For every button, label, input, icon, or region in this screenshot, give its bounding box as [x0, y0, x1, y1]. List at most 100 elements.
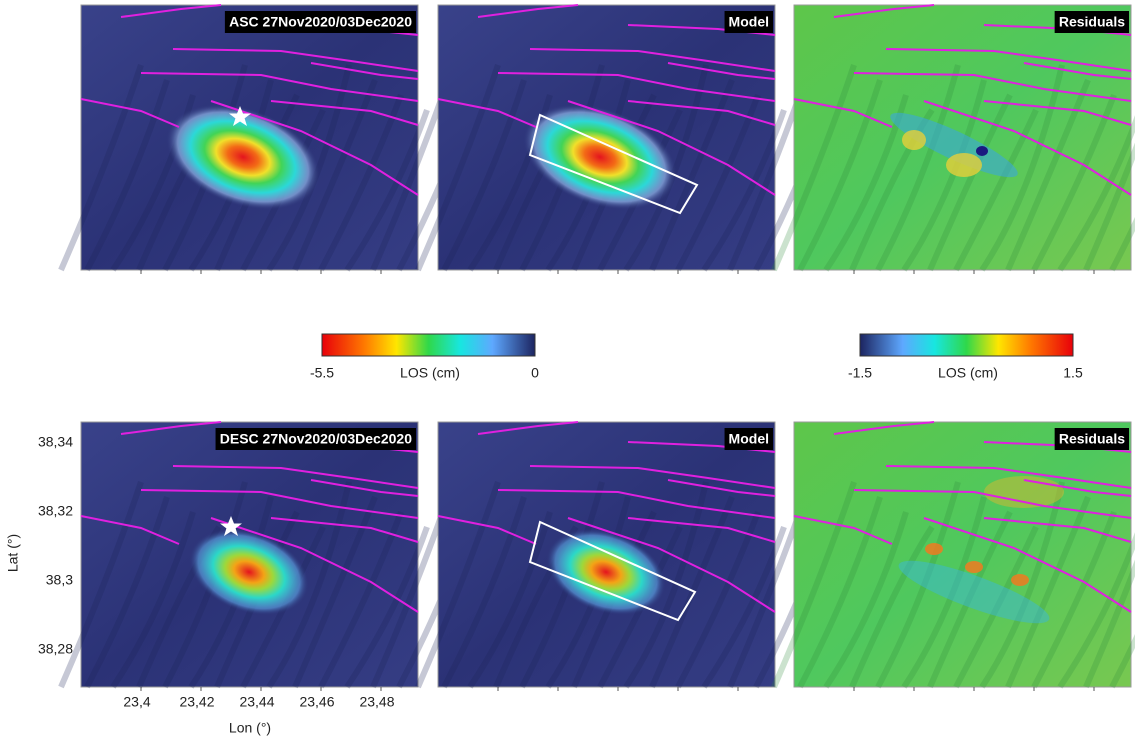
- terrain-shade: [979, 64, 1065, 272]
- fault-model-box: [528, 520, 697, 622]
- y-tick-label: 38,3: [46, 572, 73, 588]
- terrain-shade: [344, 526, 430, 689]
- terrain-shade: [649, 495, 735, 689]
- fault-model-box: [528, 113, 699, 215]
- terrain-shade: [649, 78, 735, 272]
- terrain-shade: [441, 79, 527, 272]
- panel-label: Residuals: [1059, 431, 1125, 447]
- deformation-signal: [546, 528, 666, 616]
- colorbar-max: 1.5: [1063, 365, 1083, 381]
- epicenter-star: [220, 516, 242, 536]
- terrain-shade: [84, 79, 170, 272]
- residual: [1011, 574, 1029, 586]
- panel-label: Model: [729, 14, 769, 30]
- terrain-shade: [1031, 510, 1117, 689]
- x-tick-label: 23,46: [299, 694, 334, 710]
- terrain-shade: [875, 64, 961, 272]
- terrain-shade: [823, 511, 909, 689]
- terrain-shade: [1083, 559, 1135, 689]
- y-tick-label: 38,34: [38, 434, 73, 450]
- terrain-shade: [1109, 634, 1135, 689]
- terrain-shade: [701, 526, 787, 689]
- x-tick-label: 23,44: [239, 694, 274, 710]
- residual: [925, 543, 943, 555]
- colorbar-title: LOS (cm): [938, 365, 998, 381]
- terrain-shade: [1057, 114, 1135, 272]
- colorbar: [859, 333, 1074, 357]
- terrain-shade: [467, 511, 553, 689]
- panel-label-box: [224, 11, 416, 33]
- terrain-shade: [875, 481, 961, 689]
- terrain-shade: [623, 481, 709, 689]
- terrain-shade: [344, 109, 430, 272]
- terrain-shade: [675, 510, 761, 689]
- terrain-shade: [797, 496, 883, 689]
- map-panel: ASC 27Nov2020/03Dec2020: [58, 4, 482, 274]
- residual: [890, 112, 1018, 178]
- panel-label-box: [724, 11, 773, 33]
- terrain-shade: [58, 64, 144, 272]
- y-tick-label: 38,32: [38, 503, 73, 519]
- terrain-shade: [266, 481, 352, 689]
- deformation-signal: [166, 104, 320, 210]
- terrain-shade: [415, 64, 501, 272]
- map-panel: Residuals: [771, 4, 1135, 274]
- terrain-shade: [415, 481, 501, 689]
- terrain-shade: [1031, 93, 1117, 272]
- y-tick-label: 38,28: [38, 641, 73, 657]
- terrain-shade: [901, 496, 987, 689]
- deformation-signal: [189, 528, 309, 616]
- panel-label-box: [215, 428, 416, 450]
- terrain-shade: [675, 93, 761, 272]
- terrain-shade: [1057, 531, 1135, 689]
- residual: [976, 146, 988, 156]
- x-tick-label: 23,4: [123, 694, 150, 710]
- colorbar-title: LOS (cm): [400, 365, 460, 381]
- panel-label: Residuals: [1059, 14, 1125, 30]
- terrain-shade: [1005, 495, 1091, 689]
- residual: [898, 560, 1050, 624]
- x-axis-title: Lon (°): [229, 720, 271, 736]
- terrain-shade: [1109, 217, 1135, 272]
- panel-label-box: [1054, 428, 1129, 450]
- residual: [946, 153, 982, 177]
- terrain-shade: [441, 496, 527, 689]
- terrain-shade: [979, 481, 1065, 689]
- y-axis-title: Lat (°): [5, 534, 21, 572]
- panel-label-box: [724, 428, 773, 450]
- terrain-shade: [901, 79, 987, 272]
- map-panel: Model: [415, 421, 839, 691]
- terrain-shade: [318, 510, 404, 689]
- colorbar-min: -5.5: [310, 365, 334, 381]
- panel-label-box: [1054, 11, 1129, 33]
- map-panel: Residuals: [771, 421, 1135, 691]
- panel-label: DESC 27Nov2020/03Dec2020: [220, 431, 412, 447]
- residual: [902, 130, 926, 150]
- panel-label: Model: [729, 431, 769, 447]
- map-panel: DESC 27Nov2020/03Dec2020: [58, 421, 482, 691]
- terrain-shade: [771, 64, 857, 272]
- terrain-shade: [849, 525, 935, 689]
- colorbar-max: 0: [531, 365, 539, 381]
- terrain-shade: [110, 511, 196, 689]
- terrain-shade: [58, 481, 144, 689]
- map-background: [793, 421, 1132, 688]
- terrain-shade: [701, 109, 787, 272]
- terrain-shade: [771, 481, 857, 689]
- colorbar: [321, 333, 536, 357]
- terrain-shade: [953, 108, 1039, 272]
- terrain-shade: [292, 78, 378, 272]
- terrain-shade: [1005, 78, 1091, 272]
- residual: [965, 561, 983, 573]
- deformation-signal: [523, 104, 677, 210]
- terrain-shade: [292, 495, 378, 689]
- epicenter-star: [229, 106, 251, 126]
- x-tick-label: 23,48: [359, 694, 394, 710]
- panel-label: ASC 27Nov2020/03Dec2020: [229, 14, 412, 30]
- terrain-shade: [318, 93, 404, 272]
- terrain-shade: [1083, 142, 1135, 272]
- terrain-shade: [797, 79, 883, 272]
- colorbar-min: -1.5: [848, 365, 872, 381]
- x-tick-label: 23,42: [179, 694, 214, 710]
